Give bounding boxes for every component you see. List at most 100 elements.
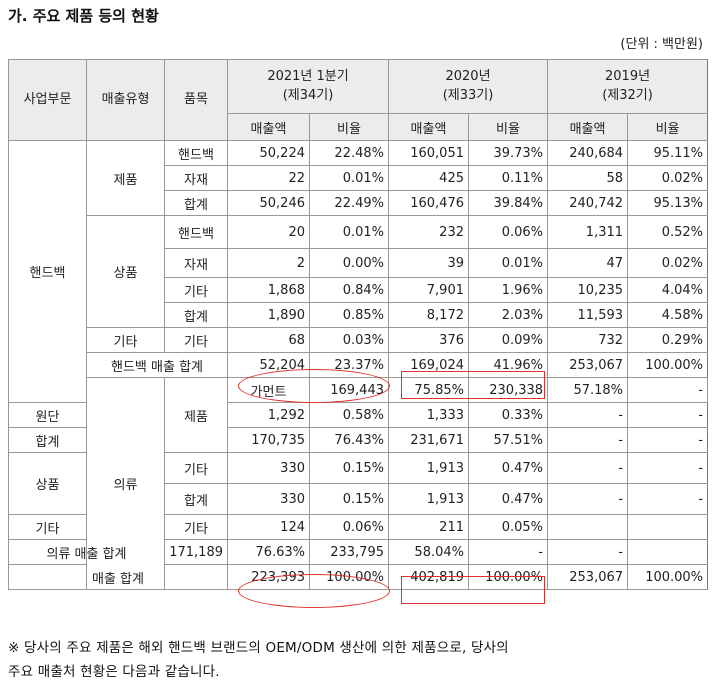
value-cell: 100.00% — [309, 564, 389, 590]
value-cell: 0.06% — [309, 514, 389, 540]
value-cell: 0.02% — [627, 165, 709, 191]
value-cell: 100.00% — [467, 564, 549, 590]
value-cell: - — [547, 427, 629, 453]
item-cell: 합계 — [164, 483, 228, 515]
value-cell: 8,172 — [388, 302, 469, 328]
subtotal-row: 핸드백 매출 합계 52,204 23.37% 169,024 41.96% 2… — [9, 352, 709, 378]
value-cell: 57.18% — [547, 377, 629, 403]
value-cell: 41.96% — [467, 352, 549, 378]
value-cell: - — [627, 377, 709, 403]
header-ratio: 비율 — [467, 113, 549, 141]
header-period-2021q1: 2021년 1분기 (제34기) — [227, 59, 389, 114]
value-cell: 0.01% — [309, 165, 389, 191]
section-title: 가. 주요 제품 등의 현황 — [8, 7, 159, 25]
value-cell: 0.00% — [309, 248, 389, 278]
sales-type-cell: 상품 — [86, 215, 165, 328]
value-cell: 58 — [547, 165, 629, 191]
value-cell: 52,204 — [227, 352, 310, 378]
value-cell: 160,476 — [388, 190, 469, 216]
value-cell: 11,593 — [547, 302, 629, 328]
item-cell: 핸드백 — [164, 140, 228, 166]
value-cell: - — [627, 427, 709, 453]
value-cell: 23.37% — [309, 352, 389, 378]
value-cell: 0.85% — [309, 302, 389, 328]
value-cell: 95.11% — [627, 140, 709, 166]
value-cell: 0.15% — [309, 452, 389, 484]
value-cell: 230,338 — [467, 377, 549, 403]
value-cell: 39.73% — [467, 140, 549, 166]
value-cell: 425 — [388, 165, 469, 191]
value-cell: 68 — [227, 327, 310, 353]
product-sales-table: 사업부문 매출유형 품목 2021년 1분기 (제34기) 2020년 (제33기)… — [8, 59, 709, 590]
value-cell: - — [547, 452, 629, 484]
item-cell: 가먼트 — [227, 377, 310, 403]
value-cell: 4.04% — [627, 277, 709, 303]
sales-type-cell: 제품 — [164, 377, 228, 453]
value-cell: 2.03% — [467, 302, 549, 328]
value-cell: 0.52% — [627, 215, 709, 249]
header-sales: 매출액 — [227, 113, 310, 141]
item-cell: 합계 — [8, 427, 87, 453]
value-cell: 171,189 — [164, 539, 228, 565]
header-segment: 사업부문 — [8, 59, 87, 141]
item-cell: 기타 — [164, 514, 228, 540]
value-cell: 170,735 — [227, 427, 310, 453]
value-cell: 253,067 — [547, 352, 629, 378]
value-cell: 233,795 — [309, 539, 389, 565]
value-cell — [547, 514, 629, 540]
value-cell: 1,890 — [227, 302, 310, 328]
sales-type-cell: 기타 — [86, 327, 165, 353]
value-cell: 7,901 — [388, 277, 469, 303]
value-cell: 1,913 — [388, 483, 469, 515]
value-cell: 160,051 — [388, 140, 469, 166]
value-cell: 0.03% — [309, 327, 389, 353]
value-cell: 22 — [227, 165, 310, 191]
item-cell: 기타 — [164, 277, 228, 303]
value-cell: 22.48% — [309, 140, 389, 166]
value-cell: 0.01% — [309, 215, 389, 249]
table-row: 핸드백 제품 핸드백 50,224 22.48% 160,051 39.73% … — [8, 140, 709, 403]
sales-type-cell: 상품 — [8, 452, 87, 515]
table-row: 기타 기타 68 0.03% 376 0.09% 732 0.29% — [9, 327, 709, 353]
value-cell: 0.05% — [467, 514, 549, 540]
value-cell — [627, 514, 709, 540]
value-cell: 253,067 — [547, 564, 629, 590]
grand-total-row: 매출 합계 223,393 100.00% 402,819 100.00% 25… — [8, 564, 709, 590]
value-cell: 232 — [388, 215, 469, 249]
table-row: 상품 핸드백 20 0.01% 232 0.06% 1,311 0.52% — [9, 215, 709, 328]
footnote: ※ 당사의 주요 제품은 해외 핸드백 브랜드의 OEM/ODM 생산에 의한 … — [8, 636, 509, 684]
value-cell: 402,819 — [388, 564, 469, 590]
value-cell: 1,913 — [388, 452, 469, 484]
value-cell: - — [547, 539, 629, 565]
value-cell: 22.49% — [309, 190, 389, 216]
value-cell: 0.11% — [467, 165, 549, 191]
value-cell: 100.00% — [627, 352, 709, 378]
unit-label: (단위 : 백만원) — [620, 37, 703, 52]
value-cell: 1,311 — [547, 215, 629, 249]
value-cell: 231,671 — [388, 427, 469, 453]
subtotal-label: 핸드백 매출 합계 — [86, 352, 228, 378]
value-cell: 50,246 — [227, 190, 310, 216]
value-cell: 124 — [227, 514, 310, 540]
value-cell: 58.04% — [388, 539, 469, 565]
value-cell: 47 — [547, 248, 629, 278]
value-cell: 169,443 — [309, 377, 389, 403]
header-period-2020: 2020년 (제33기) — [387, 59, 549, 114]
value-cell: 39.84% — [467, 190, 549, 216]
table-row: 자재 22 0.01% 425 0.11% 58 0.02% — [9, 165, 709, 191]
value-cell: - — [467, 539, 549, 565]
item-cell: 핸드백 — [164, 215, 228, 249]
value-cell: 0.84% — [309, 277, 389, 303]
header-ratio: 비율 — [309, 113, 389, 141]
value-cell: - — [627, 402, 709, 428]
value-cell: 240,684 — [547, 140, 629, 166]
sales-type-cell: 제품 — [86, 140, 165, 216]
header-sales: 매출액 — [388, 113, 469, 141]
value-cell: 0.02% — [627, 248, 709, 278]
value-cell: 0.47% — [467, 483, 549, 515]
value-cell: 330 — [227, 483, 310, 515]
value-cell: - — [627, 452, 709, 484]
value-cell: 211 — [388, 514, 469, 540]
value-cell: 100.00% — [627, 564, 709, 590]
header-sales: 매출액 — [547, 113, 629, 141]
